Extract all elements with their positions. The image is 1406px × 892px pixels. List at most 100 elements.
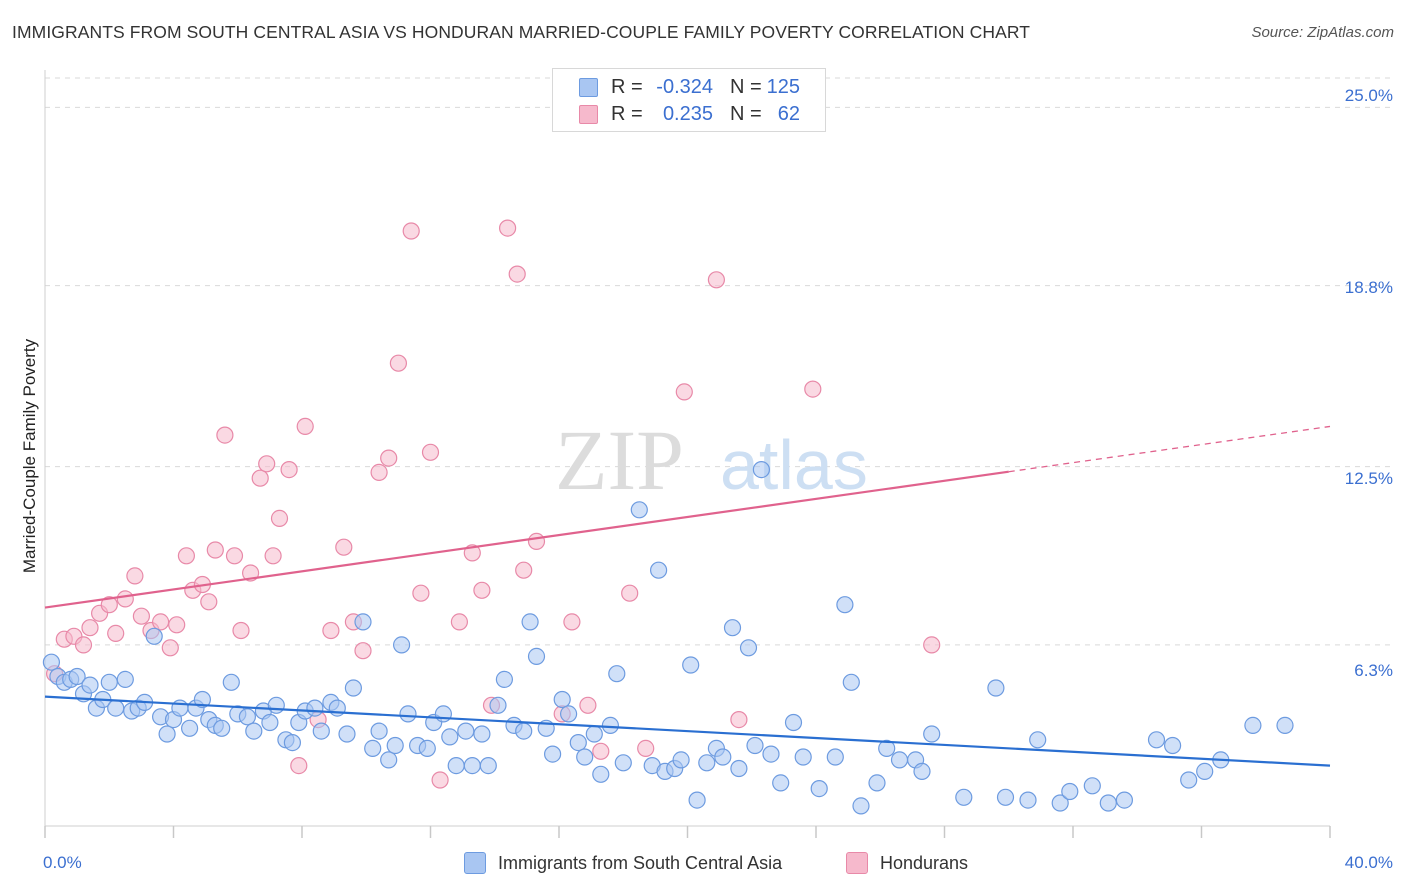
honduran-point: [168, 616, 186, 634]
south-central-asia-point: [312, 722, 330, 740]
south-central-asia-point: [418, 739, 436, 758]
south-central-asia-point: [592, 765, 610, 783]
legend-row-hondurans: R = 0.235 N = 62: [553, 101, 825, 127]
honduran-point: [107, 624, 125, 643]
legend-n-value: 62: [777, 102, 800, 125]
south-central-asia-point: [1061, 782, 1079, 801]
south-central-asia-point: [987, 679, 1005, 697]
honduran-point: [923, 636, 941, 654]
honduran-point: [675, 383, 693, 401]
legend-swatch-pink: [846, 852, 868, 874]
series-legend: Immigrants from South Central Asia Hondu…: [0, 852, 1406, 876]
legend-label-hondurans: Hondurans: [880, 852, 969, 873]
south-central-asia-point: [878, 739, 896, 758]
south-central-asia-point: [576, 748, 594, 766]
south-central-asia-point: [193, 690, 211, 709]
honduran-point: [296, 417, 314, 435]
south-central-asia-point: [585, 725, 603, 743]
south-central-asia-point: [245, 722, 263, 740]
honduran-point: [264, 547, 282, 565]
south-central-asia-point: [107, 699, 125, 717]
south-central-asia-point: [399, 705, 417, 723]
south-central-asia-point: [393, 636, 411, 654]
honduran-point: [508, 265, 526, 283]
south-central-asia-point: [723, 619, 742, 637]
honduran-point: [563, 613, 581, 631]
south-central-asia-point: [181, 719, 199, 737]
south-central-asia-point: [495, 670, 513, 689]
legend-item-hondurans: Hondurans: [846, 852, 968, 874]
honduran-point: [258, 455, 276, 473]
y-tick-label-18-8: 18.8%: [1344, 278, 1393, 297]
south-central-asia-point: [457, 722, 475, 740]
honduran-point: [200, 593, 218, 611]
south-central-asia-point: [890, 751, 909, 769]
south-central-asia-point: [213, 719, 231, 737]
honduran-point: [515, 561, 533, 579]
south-central-asia-point: [81, 676, 99, 694]
legend-swatch-pink: [579, 104, 598, 124]
south-central-asia-points: [42, 461, 1294, 815]
south-central-asia-point: [842, 673, 860, 691]
south-central-asia-point: [1099, 794, 1117, 812]
south-central-asia-point: [338, 725, 356, 743]
south-central-asia-point: [1051, 794, 1069, 812]
south-central-asia-point: [794, 748, 812, 766]
south-central-asia-point: [682, 656, 700, 674]
legend-swatch-blue: [464, 852, 486, 874]
south-central-asia-point: [1244, 716, 1262, 735]
south-central-asia-point: [222, 673, 240, 691]
south-central-asia-point: [762, 745, 780, 763]
south-central-asia-point: [261, 713, 279, 732]
south-central-asia-trend-line: [44, 695, 1331, 767]
honduran-point: [335, 538, 353, 556]
honduran-point: [621, 584, 639, 602]
y-tick-label-6-3: 6.3%: [1354, 661, 1393, 680]
y-tick-label-25: 25.0%: [1344, 86, 1393, 105]
south-central-asia-point: [784, 713, 803, 732]
south-central-asia-point: [447, 756, 465, 775]
south-central-asia-point: [354, 613, 372, 631]
legend-label-south-central-asia: Immigrants from South Central Asia: [498, 852, 783, 873]
south-central-asia-point: [473, 725, 491, 743]
honduran-point: [804, 380, 822, 398]
south-central-asia-point: [521, 613, 539, 631]
south-central-asia-point: [868, 774, 886, 792]
south-central-asia-point: [672, 751, 690, 769]
south-central-asia-point: [1276, 716, 1294, 735]
south-central-asia-point: [1163, 736, 1182, 755]
south-central-asia-point: [698, 754, 716, 772]
honduran-point: [402, 222, 420, 240]
south-central-asia-point: [772, 774, 790, 792]
south-central-asia-point: [116, 670, 134, 689]
legend-n-value: 125: [766, 75, 800, 98]
honduran-point: [499, 219, 517, 237]
honduran-point: [290, 756, 308, 775]
honduran-point: [100, 596, 118, 614]
south-central-asia-point: [559, 705, 578, 723]
south-central-asia-point: [608, 665, 626, 683]
south-central-asia-point: [913, 762, 931, 781]
x-max-label: 40.0%: [1344, 853, 1393, 872]
south-central-asia-point: [1115, 791, 1134, 809]
south-central-asia-point: [489, 696, 507, 714]
watermark-zip: ZIP: [555, 412, 684, 508]
honduran-point: [206, 541, 224, 559]
south-central-asia-point: [649, 561, 668, 579]
honduran-point: [232, 621, 250, 640]
chart-source: Source: ZipAtlas.com: [1251, 24, 1394, 41]
south-central-asia-point: [1196, 762, 1214, 781]
honduran-point: [389, 354, 407, 372]
south-central-asia-point: [1180, 771, 1198, 789]
honduran-point: [450, 613, 468, 631]
south-central-asia-point: [688, 791, 706, 809]
honduran-point: [354, 642, 372, 660]
honduran-point: [322, 621, 340, 640]
y-axis-label: Married-Couple Family Poverty: [20, 338, 39, 574]
honduran-point: [126, 567, 144, 585]
watermark-atlas: atlas: [720, 426, 868, 504]
south-central-asia-point: [810, 779, 828, 798]
hondurans-trend-extension: [1008, 425, 1331, 473]
honduran-point: [152, 613, 170, 631]
